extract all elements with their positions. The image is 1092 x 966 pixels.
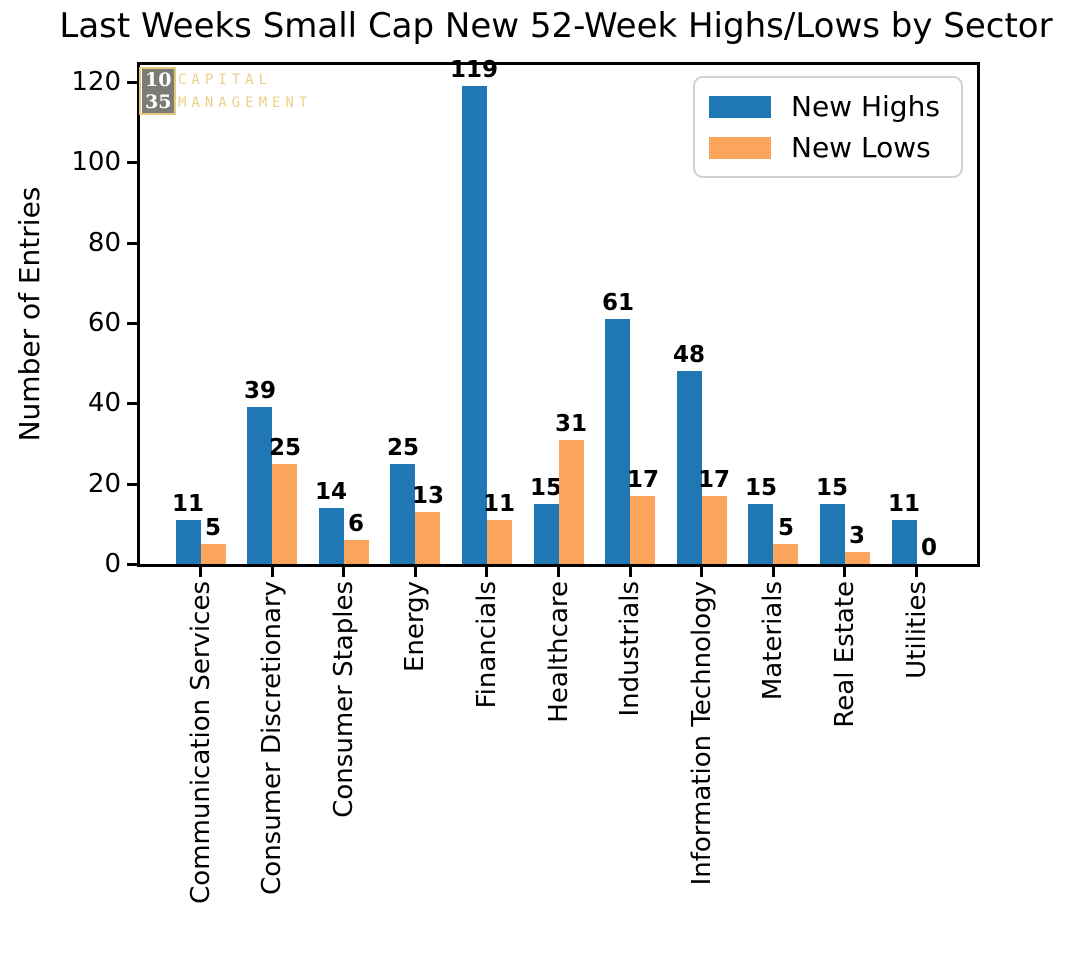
bar-value-label: 119 <box>449 57 499 83</box>
x-tick-label: Communication Services <box>186 581 216 904</box>
bar-value-label: 0 <box>920 535 938 561</box>
x-tick-label: Utilities <box>902 581 932 679</box>
x-tick-label: Energy <box>400 581 430 673</box>
watermark-number-bottom: 35 <box>145 91 172 113</box>
bar-new-highs <box>892 520 917 564</box>
chart-title: Last Weeks Small Cap New 52-Week Highs/L… <box>59 6 1053 46</box>
legend-item-new-highs: New Highs <box>709 90 961 123</box>
bar-new-highs <box>820 504 845 564</box>
bar-new-lows <box>773 544 798 564</box>
bar-value-label: 15 <box>744 475 778 501</box>
x-tick-label: Information Technology <box>687 581 717 886</box>
bar-value-label: 3 <box>848 523 866 549</box>
watermark-logo-box: 10 35 <box>142 69 174 113</box>
bar-value-label: 17 <box>697 467 731 493</box>
bar-new-lows <box>344 540 369 564</box>
y-tick <box>127 161 137 164</box>
x-tick <box>557 567 560 577</box>
y-tick-label: 20 <box>87 469 121 499</box>
x-tick <box>629 567 632 577</box>
x-tick <box>271 567 274 577</box>
x-tick <box>199 567 202 577</box>
x-tick <box>700 567 703 577</box>
x-tick-label: Materials <box>758 581 788 701</box>
x-tick <box>414 567 417 577</box>
x-tick <box>915 567 918 577</box>
y-tick-label: 60 <box>87 308 121 338</box>
watermark-logo-border <box>139 67 176 115</box>
bar-new-highs <box>677 371 702 564</box>
y-tick-label: 0 <box>104 549 121 579</box>
x-tick-label: Consumer Staples <box>329 581 359 818</box>
watermark-number-top: 10 <box>145 69 172 91</box>
watermark-line-management: MANAGEMENT <box>178 95 313 111</box>
bar-new-highs <box>390 464 415 564</box>
bar-value-label: 15 <box>529 475 563 501</box>
y-tick-label: 80 <box>87 228 121 258</box>
watermark-wordmark: CAPITAL MANAGEMENT <box>178 69 312 115</box>
bar-new-highs <box>462 86 487 564</box>
y-tick-label: 120 <box>71 67 121 97</box>
bar-new-lows <box>559 440 584 564</box>
bar-value-label: 6 <box>347 511 365 537</box>
y-tick <box>127 242 137 245</box>
x-tick-label: Consumer Discretionary <box>257 581 287 895</box>
bar-new-lows <box>630 496 655 564</box>
bar-new-highs <box>534 504 559 564</box>
legend-label-new-lows: New Lows <box>791 131 931 164</box>
bar-new-lows <box>415 512 440 564</box>
bar-value-label: 11 <box>171 491 205 517</box>
legend-swatch-new-lows <box>709 136 771 159</box>
bar-value-label: 25 <box>268 435 302 461</box>
x-tick-label: Real Estate <box>830 581 860 728</box>
bar-new-lows <box>702 496 727 564</box>
bar-value-label: 39 <box>243 378 277 404</box>
bar-value-label: 17 <box>626 467 660 493</box>
y-tick-label: 100 <box>71 147 121 177</box>
bar-new-lows <box>201 544 226 564</box>
bar-value-label: 48 <box>672 342 706 368</box>
x-tick <box>342 567 345 577</box>
bar-value-label: 61 <box>601 290 635 316</box>
watermark-line-capital: CAPITAL <box>178 72 273 88</box>
y-tick <box>127 483 137 486</box>
bar-value-label: 15 <box>815 475 849 501</box>
x-tick <box>843 567 846 577</box>
bar-new-highs <box>247 407 272 564</box>
legend-item-new-lows: New Lows <box>709 131 961 164</box>
bar-value-label: 11 <box>887 491 921 517</box>
bar-value-label: 14 <box>314 479 348 505</box>
bar-new-lows <box>845 552 870 564</box>
bar-new-lows <box>272 464 297 564</box>
bar-value-label: 31 <box>554 411 588 437</box>
y-tick-label: 40 <box>87 388 121 418</box>
bar-value-label: 5 <box>777 515 795 541</box>
bar-value-label: 5 <box>204 515 222 541</box>
bar-value-label: 25 <box>386 435 420 461</box>
bar-new-highs <box>748 504 773 564</box>
bar-value-label: 13 <box>411 483 445 509</box>
x-tick-label: Financials <box>472 581 502 709</box>
x-tick-label: Healthcare <box>544 581 574 723</box>
bar-value-label: 11 <box>482 491 516 517</box>
legend-label-new-highs: New Highs <box>791 90 940 123</box>
legend-swatch-new-highs <box>709 95 771 118</box>
x-tick <box>772 567 775 577</box>
y-tick <box>127 402 137 405</box>
bar-new-highs <box>319 508 344 564</box>
bar-new-lows <box>487 520 512 564</box>
y-tick <box>127 563 137 566</box>
x-tick <box>485 567 488 577</box>
y-tick <box>127 81 137 84</box>
bar-new-highs <box>605 319 630 564</box>
legend: New Highs New Lows <box>693 76 963 178</box>
bar-new-highs <box>176 520 201 564</box>
y-tick <box>127 322 137 325</box>
x-tick-label: Industrials <box>615 581 645 717</box>
